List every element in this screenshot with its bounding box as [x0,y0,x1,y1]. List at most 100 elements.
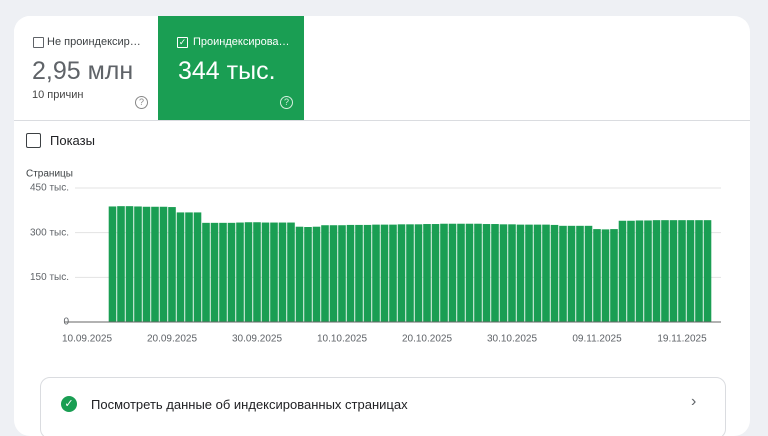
bar [678,220,686,322]
bar [134,206,142,322]
x-tick-label: 09.11.2025 [572,334,622,345]
bar [406,224,414,322]
bar [363,224,372,322]
bar [355,224,363,322]
bar [457,223,465,322]
tab-note: 10 причин [32,89,84,101]
bar [389,224,397,322]
indexed-tab[interactable]: ✓ Проиндексирова… 344 тыс. ? [158,16,304,120]
bar [261,222,270,322]
bar [644,220,652,322]
y-tick-label: 300 тыс. [30,227,69,238]
bar [491,224,499,322]
bar [304,227,312,322]
bar [516,224,525,322]
bar [414,224,423,322]
not-indexed-tab[interactable]: Не проиндексир… 2,95 млн 10 причин ? [14,16,157,120]
bar [465,223,474,322]
bar [193,212,202,322]
bar [142,206,151,322]
bar [550,224,559,322]
bar [703,220,712,322]
bar [210,222,219,322]
bar [601,229,610,322]
bar [661,220,669,322]
bar [202,222,210,322]
bar [125,206,134,322]
bar [584,225,593,322]
impressions-label: Показы [50,133,95,148]
help-icon[interactable]: ? [135,96,148,109]
chevron: › [691,393,697,410]
tab-label: Проиндексирова… [193,36,290,48]
bar [338,225,346,322]
x-tick-label: 30.09.2025 [232,334,282,345]
bar [397,224,406,322]
bar [635,220,644,322]
bar [372,224,380,322]
bar [312,226,321,322]
bar [287,222,295,322]
bar [533,224,542,322]
bar [525,224,533,322]
tab-checkbox[interactable]: ✓ [177,37,188,48]
bar [686,220,695,322]
bar [108,206,117,322]
x-tick-label: 30.10.2025 [487,334,537,345]
bar [321,225,329,322]
bar [593,229,601,322]
tab-checkbox[interactable] [33,37,44,48]
bar [227,222,236,322]
bar [168,207,176,322]
bar [185,212,193,322]
bar [278,222,287,322]
bar [151,206,159,322]
bar [253,222,261,322]
bar [176,212,185,322]
bar [474,223,482,322]
bar [695,220,703,322]
tab-value: 2,95 млн [32,57,134,85]
x-tick-label: 10.10.2025 [317,334,367,345]
bar [423,224,431,322]
bar [618,220,627,322]
bar [627,220,635,322]
bar [669,220,678,322]
x-tick-label: 20.09.2025 [147,334,197,345]
x-tick-label: 19.11.2025 [657,334,707,345]
tab-value: 344 тыс. [178,57,276,85]
bar [236,222,244,322]
bar [542,224,550,322]
page: Не проиндексир… 2,95 млн 10 причин ? ✓ П… [14,16,750,436]
bar [270,222,278,322]
bar [117,206,125,322]
bar [295,226,304,322]
bar [346,224,355,322]
x-tick-label: 10.09.2025 [62,334,112,345]
bar [508,224,516,322]
help-icon[interactable]: ? [280,96,293,109]
bar [567,225,576,322]
bar [576,225,584,322]
bar [159,206,168,322]
bar [448,223,457,322]
bar [219,222,227,322]
tab-label: Не проиндексир… [47,36,141,48]
bar [380,224,389,322]
bar [329,225,338,322]
divider [14,120,750,121]
bar [652,220,661,322]
bar [431,224,440,322]
bar [610,229,618,322]
bar [440,223,448,322]
bar [499,224,508,322]
y-tick-label: 450 тыс. [30,183,69,194]
bar [482,224,491,322]
y-tick-label: 150 тыс. [30,272,69,283]
impressions-checkbox[interactable] [26,133,41,148]
bar [559,225,567,322]
y-axis-title: Страницы [26,169,73,180]
bar [244,222,253,322]
x-tick-label: 20.10.2025 [402,334,452,345]
